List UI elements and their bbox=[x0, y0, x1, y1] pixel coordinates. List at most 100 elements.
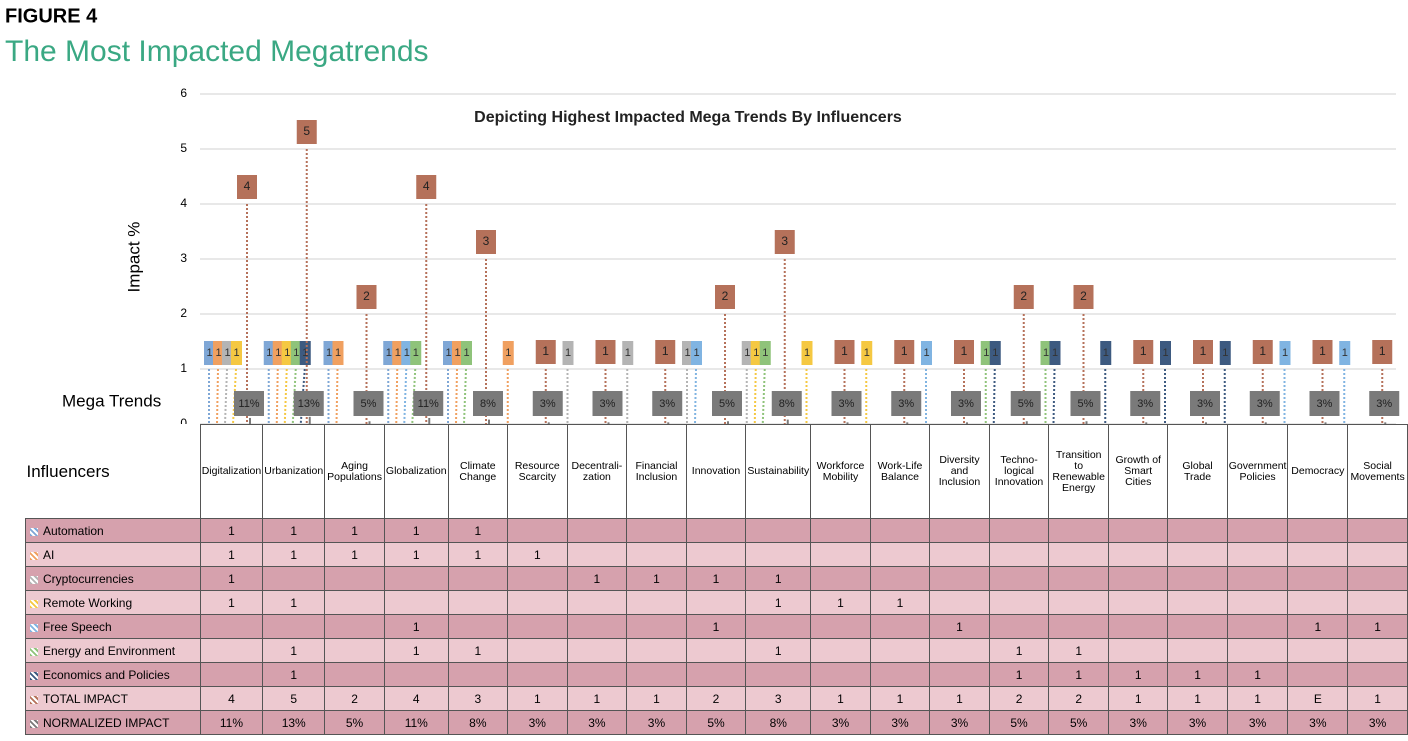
category-label: Aging Populations bbox=[324, 424, 385, 519]
table-cell bbox=[1167, 614, 1228, 639]
category-label: Growth of Smart Cities bbox=[1108, 424, 1169, 519]
bar bbox=[694, 368, 697, 424]
table-cell: 1 bbox=[199, 590, 264, 615]
table-cell: 1 bbox=[507, 542, 568, 567]
row-name: AI bbox=[43, 547, 55, 562]
bar-label: 1 bbox=[744, 347, 750, 359]
bar-label: 1 bbox=[684, 347, 690, 359]
normalized-label-box bbox=[1130, 391, 1161, 416]
table-cell bbox=[1108, 542, 1169, 567]
table-cell: 1 bbox=[199, 566, 264, 591]
bar-label: 1 bbox=[992, 347, 998, 359]
table-cell: 1 bbox=[262, 518, 326, 543]
total-label-box bbox=[1133, 340, 1154, 364]
table-cell: 11% bbox=[383, 710, 449, 735]
bar-label-box bbox=[980, 341, 992, 365]
table-cell bbox=[869, 638, 931, 663]
normalized-label: 5% bbox=[361, 398, 377, 410]
table-cell bbox=[1167, 542, 1228, 567]
category-label: Techno-logical Innovation bbox=[988, 424, 1050, 519]
table-cell bbox=[566, 638, 628, 663]
table-cell: 5% bbox=[988, 710, 1050, 735]
table-cell bbox=[1226, 542, 1289, 567]
table-cell: 1 bbox=[447, 518, 509, 543]
legend-icon bbox=[30, 623, 38, 632]
table-cell bbox=[1108, 638, 1169, 663]
total-label: 1 bbox=[662, 344, 669, 358]
total-label: 3 bbox=[483, 234, 490, 248]
table-cell bbox=[626, 590, 687, 615]
table-cell bbox=[1048, 542, 1110, 567]
bar-label-box bbox=[1100, 341, 1112, 365]
table-cell bbox=[1347, 662, 1408, 687]
total-label: 2 bbox=[1020, 289, 1027, 303]
category-label: Urbanization bbox=[262, 424, 326, 519]
row-header: Remote Working bbox=[25, 590, 201, 615]
normalized-label-box bbox=[891, 391, 922, 416]
table-cell bbox=[1287, 542, 1349, 567]
table-cell bbox=[199, 662, 264, 687]
bar-label-box bbox=[921, 341, 932, 365]
normalized-label-box bbox=[532, 391, 563, 416]
bar bbox=[232, 368, 237, 424]
bar-label-box bbox=[213, 341, 224, 365]
table-cell: 1 bbox=[810, 686, 871, 711]
bar-label: 1 bbox=[454, 347, 460, 359]
table-cell bbox=[1108, 518, 1169, 543]
table-cell bbox=[929, 638, 990, 663]
table-cell bbox=[810, 566, 871, 591]
bar-label: 1 bbox=[275, 347, 281, 359]
table-cell: 1 bbox=[1347, 686, 1408, 711]
bar-label-box bbox=[1040, 341, 1052, 365]
table-cell bbox=[1048, 614, 1110, 639]
total-label: 1 bbox=[841, 344, 848, 358]
table-row: NORMALIZED IMPACT 11% 13% 5% 11% 8% 3% 3% 3% 5% 8%… bbox=[25, 710, 1408, 735]
category-label: Workforce Mobility bbox=[810, 424, 871, 519]
total-label: 5 bbox=[303, 124, 310, 138]
table-cell bbox=[929, 662, 990, 687]
bar-label: 1 bbox=[413, 347, 419, 359]
bar bbox=[216, 368, 219, 424]
row-name: Energy and Environment bbox=[43, 643, 176, 658]
total-label: 2 bbox=[363, 289, 370, 303]
table-cell bbox=[1048, 590, 1110, 615]
table-cell bbox=[745, 542, 812, 567]
table-cell: 1 bbox=[745, 566, 812, 591]
bar-label-box bbox=[1049, 341, 1061, 365]
bar-label: 1 bbox=[266, 347, 272, 359]
table-cell: 5% bbox=[1048, 710, 1110, 735]
y-tick-label: 1 bbox=[180, 361, 187, 375]
table-cell bbox=[929, 542, 990, 567]
table-cell bbox=[324, 638, 385, 663]
bar-label-box bbox=[1339, 341, 1351, 365]
row-header: Free Speech bbox=[25, 614, 201, 639]
table-cell: 1 bbox=[810, 590, 871, 615]
bar-label: 1 bbox=[565, 347, 571, 359]
table-cell bbox=[1167, 638, 1228, 663]
bar bbox=[463, 368, 467, 424]
table-cell bbox=[1287, 662, 1349, 687]
bar-label-box bbox=[222, 341, 233, 365]
table-cell bbox=[1226, 566, 1289, 591]
table-cell bbox=[1347, 566, 1408, 591]
normalized-label-box bbox=[353, 391, 384, 416]
category-label: Transition to Renewable Energy bbox=[1048, 424, 1110, 519]
table-cell: 1 bbox=[869, 590, 931, 615]
table-cell bbox=[566, 518, 628, 543]
bar-label: 1 bbox=[386, 347, 392, 359]
total-label: 2 bbox=[1080, 289, 1087, 303]
bar-label-box bbox=[1160, 341, 1171, 365]
bar bbox=[1052, 368, 1056, 424]
data-table: Influencers Digitalization Urbanization Agi… bbox=[25, 424, 1408, 735]
table-cell: 2 bbox=[685, 686, 747, 711]
normalized-label: 3% bbox=[659, 398, 675, 410]
bar bbox=[275, 368, 279, 424]
category-label: Resource Scarcity bbox=[507, 424, 568, 519]
total-label-box bbox=[1073, 285, 1094, 309]
legend-icon bbox=[30, 527, 38, 536]
table-cell: 1 bbox=[1048, 638, 1110, 663]
header-row: Influencers Digitalization Urbanization Agi… bbox=[25, 424, 1408, 519]
table-cell bbox=[507, 638, 568, 663]
table-cell bbox=[929, 518, 990, 543]
table-cell: 4 bbox=[383, 686, 449, 711]
